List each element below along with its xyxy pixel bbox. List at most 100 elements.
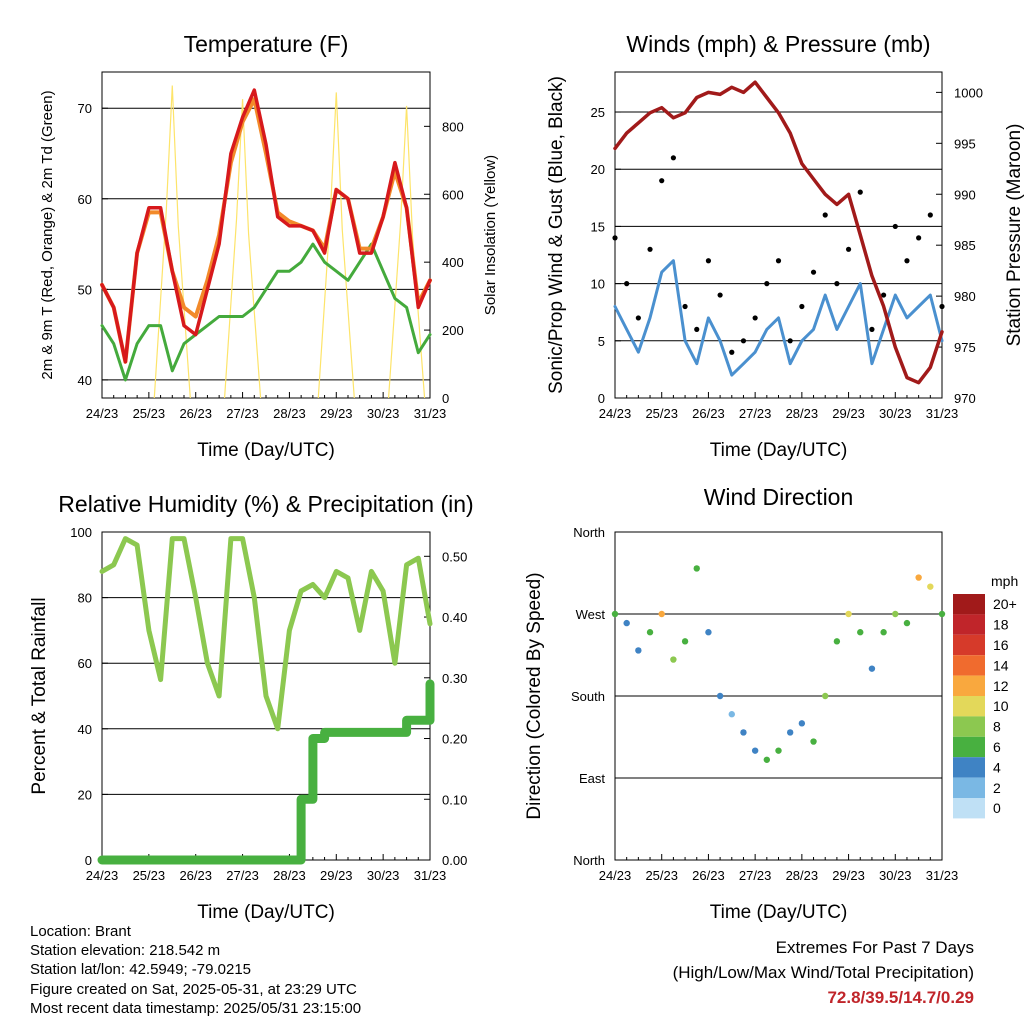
legend-swatch [953, 757, 985, 778]
y-tick-label: North [573, 525, 605, 540]
y2-tick-label: 990 [954, 187, 976, 202]
x-tick-label: 25/23 [645, 406, 678, 421]
solar-insolation-line [387, 105, 426, 399]
plot-frame [614, 71, 943, 399]
x-tick-label: 29/23 [320, 868, 353, 883]
x-axis-label: Time (Day/UTC) [197, 440, 335, 461]
legend-label: 10 [993, 698, 1009, 714]
direction-point [880, 629, 887, 636]
chart-title: Wind Direction [704, 484, 854, 510]
gust-point [939, 303, 945, 310]
y2-tick-label: 600 [442, 187, 464, 202]
wind-speed-line [613, 259, 944, 377]
direction-point [740, 729, 747, 736]
y2-tick-label: 1000 [954, 85, 983, 100]
direction-point [938, 610, 946, 618]
legend-label: 4 [993, 759, 1001, 775]
y2-tick-label: 985 [954, 238, 976, 253]
y-tick-label: 15 [591, 219, 605, 234]
precipitation-line [97, 679, 435, 865]
y-tick-label: North [573, 853, 605, 868]
gust-point [670, 155, 676, 161]
direction-point [646, 629, 654, 636]
plot-frame [614, 531, 943, 861]
winds-pressure-chart: 0 5 10 15 20 25 970 975 980 985 990 995 1000 24/23 25/… [546, 31, 1024, 461]
x-tick-label: 25/23 [645, 868, 678, 883]
x-tick-label: 29/23 [832, 406, 865, 421]
x-tick-label: 29/23 [320, 406, 353, 421]
x-tick-label: 26/23 [692, 406, 725, 421]
gust-point [822, 212, 828, 218]
y-tick-label: South [571, 689, 605, 704]
x-tick-label: 28/23 [786, 868, 819, 883]
chart-title: Relative Humidity (%) & Precipitation (i… [58, 491, 473, 517]
direction-point [927, 583, 934, 590]
y-axis-label: Percent & Total Rainfall [29, 597, 50, 794]
dewpoint-line [100, 242, 432, 382]
x-tick-label: 24/23 [86, 868, 119, 883]
direction-point [751, 747, 759, 754]
legend-swatch [953, 777, 985, 798]
humidity-precip-chart: 0 20 40 60 80 100 0.00 0.10 0.20 0.30 0.40 0.50 24/2… [29, 491, 474, 923]
legend-label: 12 [993, 678, 1009, 694]
gust-point [705, 258, 712, 264]
gust-point [624, 281, 630, 287]
plot-frame [101, 71, 431, 399]
y2-tick-label: 0.20 [442, 732, 467, 747]
gust-point [857, 189, 863, 195]
gust-point [916, 235, 922, 241]
gust-point [904, 258, 910, 264]
pressure-line [613, 80, 944, 385]
gust-point [717, 292, 723, 298]
x-tick-label: 31/23 [926, 868, 959, 883]
direction-point [903, 619, 911, 627]
gust-point [740, 338, 747, 344]
legend-swatch [953, 798, 985, 819]
gust-point [892, 223, 898, 230]
y-tick-label: 5 [598, 334, 605, 349]
legend-label: 0 [993, 800, 1001, 816]
direction-point [635, 647, 642, 654]
x-tick-label: 28/23 [273, 868, 306, 883]
x-tick-label: 26/23 [179, 868, 212, 883]
y2-tick-label: 0 [442, 391, 449, 406]
x-tick-label: 26/23 [179, 406, 212, 421]
x-axis-label: Time (Day/UTC) [710, 902, 848, 923]
x-tick-label: 28/23 [273, 406, 306, 421]
extremes-box: Extremes For Past 7 Days (High/Low/Max W… [673, 935, 974, 1010]
gust-point [845, 246, 852, 252]
y2-tick-label: 400 [442, 255, 464, 270]
direction-point [857, 629, 864, 636]
y-tick-label: 70 [78, 101, 92, 116]
x-tick-label: 31/23 [414, 406, 447, 421]
direction-point [833, 638, 841, 645]
direction-point [670, 656, 677, 663]
speed-legend: mph 20+ 18 16 14 12 10 8 6 4 2 0 [953, 573, 1018, 819]
x-tick-label: 24/23 [599, 868, 632, 883]
direction-point [623, 619, 630, 627]
temperature-chart: 40 50 60 70 0 200 400 600 800 24/23 25/23 26/23 27/2… [39, 31, 499, 461]
y-tick-label: 0 [85, 853, 92, 868]
y-tick-label: 60 [78, 656, 92, 671]
station-latlon: Station lat/lon: 42.5949; -79.0215 [30, 961, 252, 979]
station-location: Location: Brant [30, 923, 131, 940]
extremes-subtitle: (High/Low/Max Wind/Total Precipitation) [672, 963, 974, 982]
legend-label: 20+ [993, 596, 1017, 612]
direction-point [681, 638, 689, 645]
legend-swatch [953, 736, 985, 758]
gust-point [612, 235, 618, 241]
gust-point [834, 281, 840, 287]
legend-swatch [953, 614, 985, 635]
x-tick-label: 24/23 [86, 406, 119, 421]
y-tick-label: 40 [78, 373, 92, 388]
y-tick-label: 25 [591, 105, 605, 120]
y2-axis-label: Station Pressure (Maroon) [1004, 124, 1024, 347]
direction-point [611, 610, 619, 618]
y-tick-label: 100 [70, 525, 92, 540]
legend-label: 16 [993, 637, 1009, 653]
y2-tick-label: 800 [442, 119, 464, 134]
y2-tick-label: 980 [954, 289, 976, 304]
direction-point [716, 692, 724, 700]
y2-tick-label: 0.10 [442, 792, 467, 807]
